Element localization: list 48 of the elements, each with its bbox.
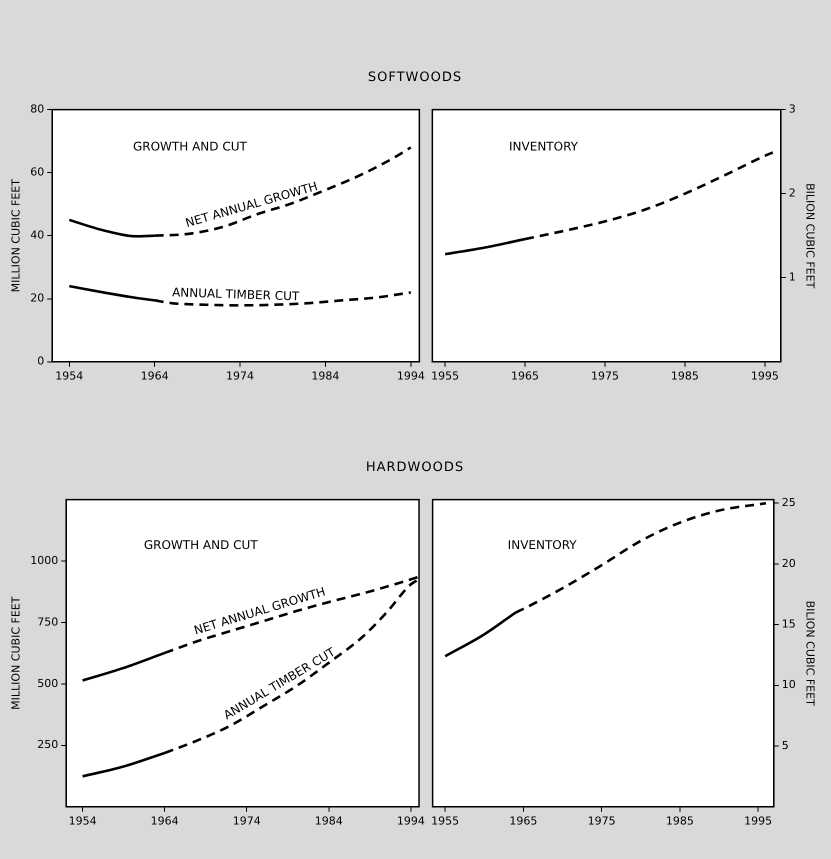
x-tick-label: 1955 bbox=[431, 369, 460, 382]
x-tick-label: 1995 bbox=[744, 814, 772, 828]
y2-tick-label: 5 bbox=[782, 738, 789, 752]
y2-axis-title: BILION CUBIC FEET bbox=[804, 183, 817, 289]
y-axis-title: MILLION CUBIC FEET bbox=[9, 596, 22, 710]
x-tick-label: 1965 bbox=[509, 814, 538, 828]
text: INVENTORY bbox=[508, 538, 578, 552]
x-tick-label: 1954 bbox=[55, 369, 84, 382]
y2-axis-title: BILION CUBIC FEET bbox=[804, 600, 817, 706]
y-tick-label: 500 bbox=[37, 676, 58, 690]
series-label: ANNUAL TIMBER CUT bbox=[172, 285, 300, 304]
y2-tick-label: 20 bbox=[782, 556, 796, 570]
y-axis-title: MILLION CUBIC FEET bbox=[9, 178, 22, 292]
y2-tick-label: 1 bbox=[788, 270, 796, 284]
y-tick-label: 250 bbox=[37, 738, 58, 752]
y-tick-label: 20 bbox=[30, 292, 44, 305]
x-tick-label: 1974 bbox=[232, 814, 261, 828]
text: GROWTH AND CUT bbox=[144, 538, 258, 552]
x-tick-label: 1975 bbox=[590, 369, 619, 382]
y-tick-label: 0 bbox=[37, 354, 44, 368]
chart-title: HARDWOODS bbox=[364, 460, 466, 475]
y2-tick-label: 15 bbox=[782, 618, 796, 631]
y-tick-label: 1000 bbox=[30, 554, 58, 567]
y-tick-label: 60 bbox=[30, 166, 44, 179]
y2-tick-label: 2 bbox=[788, 186, 796, 200]
x-tick-label: 1975 bbox=[588, 814, 616, 828]
text: INVENTORY bbox=[509, 140, 579, 154]
x-tick-label: 1974 bbox=[226, 369, 254, 382]
x-tick-label: 1985 bbox=[666, 814, 694, 828]
y-tick-label: 40 bbox=[30, 228, 44, 242]
x-tick-label: 1964 bbox=[150, 814, 179, 828]
x-tick-label: 1955 bbox=[431, 814, 460, 828]
y2-tick-label: 10 bbox=[782, 678, 796, 692]
y2-tick-label: 25 bbox=[782, 496, 796, 510]
x-tick-label: 1984 bbox=[314, 814, 343, 828]
y-tick-label: 750 bbox=[37, 615, 58, 628]
x-tick-label: 1994 bbox=[396, 814, 425, 828]
x-tick-label: 1995 bbox=[750, 369, 779, 382]
x-tick-label: 1984 bbox=[311, 369, 340, 382]
x-tick-label: 1954 bbox=[68, 814, 97, 828]
y2-tick-label: 3 bbox=[788, 102, 796, 116]
x-tick-label: 1985 bbox=[670, 369, 699, 382]
chart-title: SOFTWOODS bbox=[366, 70, 464, 85]
x-tick-label: 1964 bbox=[140, 369, 169, 382]
y-tick-label: 80 bbox=[30, 102, 44, 116]
x-tick-label: 1965 bbox=[511, 369, 540, 382]
text: GROWTH AND CUT bbox=[132, 140, 248, 154]
x-tick-label: 1994 bbox=[396, 369, 425, 382]
